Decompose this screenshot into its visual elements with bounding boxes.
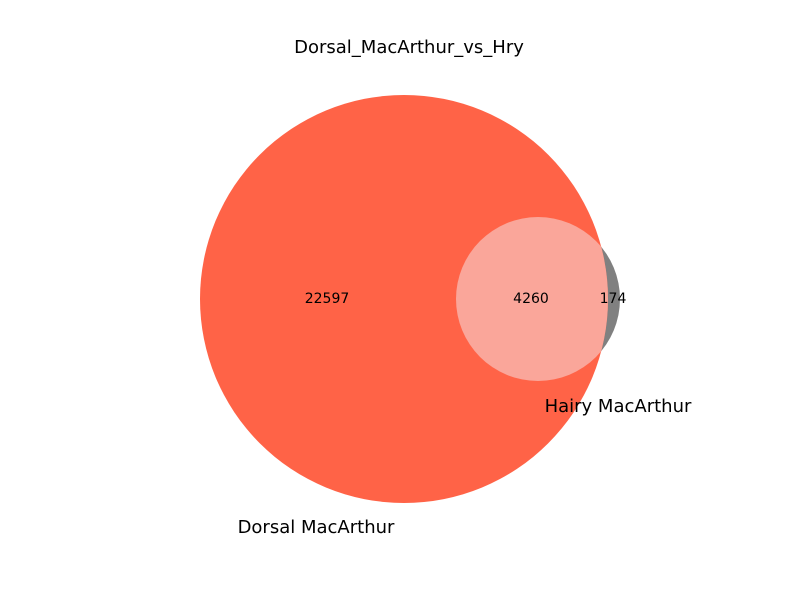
- hairy-macarthur-label: Hairy MacArthur: [545, 396, 692, 417]
- hairy-only-count: 174: [600, 291, 627, 307]
- diagram-title: Dorsal_MacArthur_vs_Hry: [294, 37, 524, 58]
- dorsal-only-count: 22597: [305, 291, 350, 307]
- overlap-count: 4260: [513, 291, 549, 307]
- dorsal-macarthur-circle: [200, 95, 608, 503]
- overlap-region: [456, 217, 608, 381]
- dorsal-macarthur-label: Dorsal MacArthur: [238, 517, 395, 538]
